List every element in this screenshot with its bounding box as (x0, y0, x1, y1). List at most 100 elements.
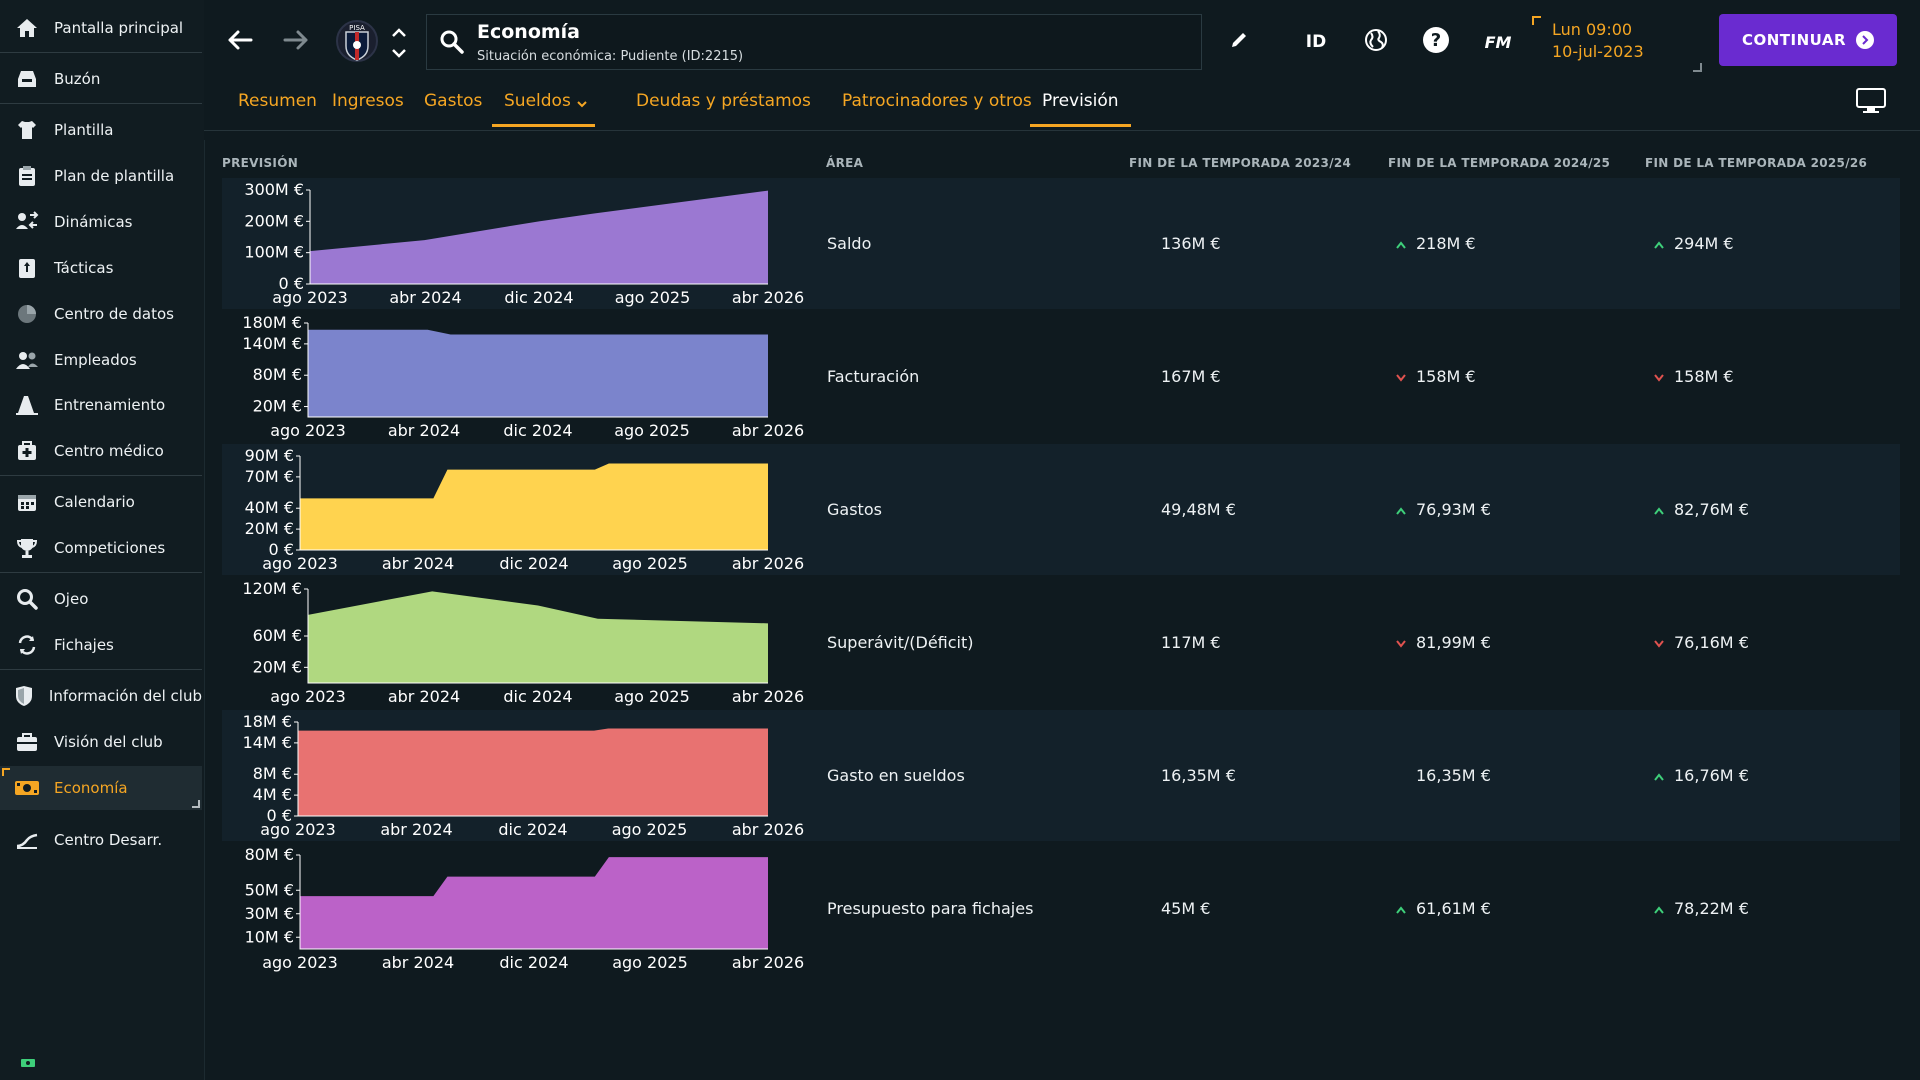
sidebar-item-home[interactable]: Pantalla principal (0, 6, 202, 50)
forecast-chart: 0 € 4M € 8M € 14M € 18M € ago 2023 abr 2024 dic… (243, 712, 805, 839)
y-tick-label: 14M € (243, 733, 292, 752)
sidebar-item-squad-planner[interactable]: Plan de plantilla (0, 154, 202, 198)
x-tick-label: abr 2024 (380, 820, 452, 839)
forecast-chart: 0 € 20M € 40M € 70M € 90M € ago 2023 abr 2024 d… (245, 446, 805, 573)
table-row[interactable]: 20M € 60M € 120M € ago 2023 abr 2024 dic 2024… (222, 577, 1900, 708)
x-tick-label: abr 2026 (732, 288, 804, 307)
area-series (310, 190, 768, 284)
game-date[interactable]: Lun 09:00 10-jul-2023 (1532, 16, 1702, 72)
club-switcher[interactable] (387, 24, 411, 64)
column-header-area[interactable]: ÁREA (826, 156, 864, 170)
sidebar-item-dynamics[interactable]: Dinámicas (0, 200, 202, 244)
column-header-season-2025-26[interactable]: FIN DE LA TEMPORADA 2025/26 (1645, 156, 1868, 170)
value-text: 76,93M € (1416, 500, 1491, 519)
tab-gastos[interactable]: Gastos (424, 91, 483, 111)
search-bar[interactable]: Economía Situación económica: Pudiente (… (426, 14, 1202, 70)
column-header-forecast[interactable]: PREVISIÓN (222, 156, 299, 170)
continue-button[interactable]: CONTINUAR (1719, 14, 1897, 66)
column-header-season-2024-25[interactable]: FIN DE LA TEMPORADA 2024/25 (1388, 156, 1611, 170)
sidebar-item-calendar[interactable]: Calendario (0, 480, 202, 524)
tactics-board-icon (0, 257, 54, 279)
x-tick-label: ago 2025 (614, 687, 690, 706)
value-season-2025-26: 294M € (1652, 234, 1734, 253)
forward-button[interactable] (276, 22, 316, 62)
sidebar-item-development-centre[interactable]: Centro Desarr. (0, 818, 202, 862)
value-season-2025-26: 76,16M € (1652, 633, 1749, 652)
sidebar-item-training[interactable]: Entrenamiento (0, 383, 202, 427)
tab-deudas-y-prestamos[interactable]: Deudas y préstamos (636, 91, 811, 111)
x-tick-label: ago 2025 (612, 953, 688, 972)
x-tick-label: abr 2026 (732, 687, 804, 706)
tab-sueldos-label: Sueldos (504, 91, 571, 111)
screen-options-button[interactable] (1856, 88, 1886, 118)
value-text: 16,35M € (1161, 766, 1236, 785)
table-row[interactable]: 10M € 30M € 50M € 80M € ago 2023 abr 2024 dic … (222, 843, 1900, 974)
sidebar-item-medical-centre[interactable]: Centro médico (0, 429, 202, 473)
y-tick-label: 4M € (253, 785, 292, 804)
fm-menu-button[interactable]: FM (1484, 32, 1512, 52)
forecast-chart: 20M € 80M € 140M € 180M € ago 2023 abr 2024 di… (242, 313, 804, 440)
trend-up-icon (1652, 234, 1666, 253)
tab-patrocinadores[interactable]: Patrocinadores y otros (842, 91, 1032, 111)
sidebar-item-data-hub[interactable]: Centro de datos (0, 292, 202, 336)
id-button[interactable]: ID (1305, 32, 1327, 52)
value-text: 61,61M € (1416, 899, 1491, 918)
back-button[interactable] (220, 22, 260, 62)
table-row[interactable]: 20M € 80M € 140M € 180M € ago 2023 abr 2024 di… (222, 311, 1900, 442)
x-tick-label: abr 2024 (388, 687, 460, 706)
row-area-label: Saldo (827, 234, 872, 253)
trend-down-icon (1652, 633, 1666, 652)
trend-up-icon (1394, 500, 1408, 519)
table-row[interactable]: 0 € 4M € 8M € 14M € 18M € ago 2023 abr 2024 dic… (222, 710, 1900, 841)
value-text: 16,76M € (1674, 766, 1749, 785)
sidebar-item-label: Pantalla principal (54, 19, 184, 37)
tab-ingresos[interactable]: Ingresos (332, 91, 404, 111)
value-text: 78,22M € (1674, 899, 1749, 918)
y-tick-label: 20M € (253, 657, 302, 676)
monitor-icon (1856, 88, 1886, 118)
sidebar-item-competitions[interactable]: Competiciones (0, 526, 202, 570)
x-tick-label: ago 2023 (270, 687, 346, 706)
forecast-chart: 0 € 100M € 200M € 300M € ago 2023 abr 2024 dic… (244, 180, 804, 307)
y-tick-label: 20M € (253, 397, 302, 416)
club-crest[interactable]: PISA (334, 18, 380, 64)
sidebar-item-club-vision[interactable]: Visión del club (0, 720, 202, 764)
help-button[interactable]: ? (1416, 26, 1456, 58)
edit-button[interactable] (1222, 26, 1256, 58)
x-tick-label: abr 2026 (732, 953, 804, 972)
sidebar-item-transfers[interactable]: Fichajes (0, 623, 202, 667)
sidebar-divider (0, 475, 202, 476)
world-button[interactable] (1356, 26, 1396, 58)
sidebar-item-inbox[interactable]: Buzón (0, 57, 202, 101)
tab-sueldos[interactable]: Sueldos (492, 90, 595, 127)
tab-prevision[interactable]: Previsión (1030, 90, 1131, 127)
x-tick-label: dic 2024 (503, 687, 572, 706)
sidebar-item-tactics[interactable]: Tácticas (0, 246, 202, 290)
x-tick-label: abr 2026 (732, 421, 804, 440)
x-tick-label: ago 2025 (615, 288, 691, 307)
table-row[interactable]: 0 € 20M € 40M € 70M € 90M € ago 2023 abr 2024 d… (222, 444, 1900, 575)
x-tick-label: dic 2024 (503, 421, 572, 440)
tab-resumen[interactable]: Resumen (238, 91, 317, 111)
x-tick-label: ago 2023 (262, 953, 338, 972)
training-cone-icon (0, 394, 54, 416)
x-tick-label: abr 2026 (732, 554, 804, 573)
sidebar-item-scouting[interactable]: Ojeo (0, 577, 202, 621)
value-season-2024-25: 81,99M € (1394, 633, 1491, 652)
sidebar-item-label: Dinámicas (54, 213, 133, 231)
table-row[interactable]: 0 € 100M € 200M € 300M € ago 2023 abr 2024 dic… (222, 178, 1900, 309)
column-header-season-2023-24[interactable]: FIN DE LA TEMPORADA 2023/24 (1129, 156, 1352, 170)
area-series (308, 329, 768, 417)
arrow-right-icon (283, 29, 309, 55)
y-tick-label: 80M € (245, 845, 294, 864)
sidebar-item-staff[interactable]: Empleados (0, 338, 202, 382)
value-text: 45M € (1161, 899, 1211, 918)
sidebar-item-squad[interactable]: Plantilla (0, 108, 202, 152)
sidebar-item-club-info[interactable]: Información del club (0, 674, 202, 718)
sidebar-item-finances[interactable]: Economía (0, 766, 202, 810)
value-season-2025-26: 78,22M € (1652, 899, 1749, 918)
sidebar-item-label: Competiciones (54, 539, 166, 557)
trend-down-icon (1652, 367, 1666, 386)
cash-status-icon[interactable] (20, 1054, 36, 1073)
sidebar-divider (0, 103, 202, 104)
